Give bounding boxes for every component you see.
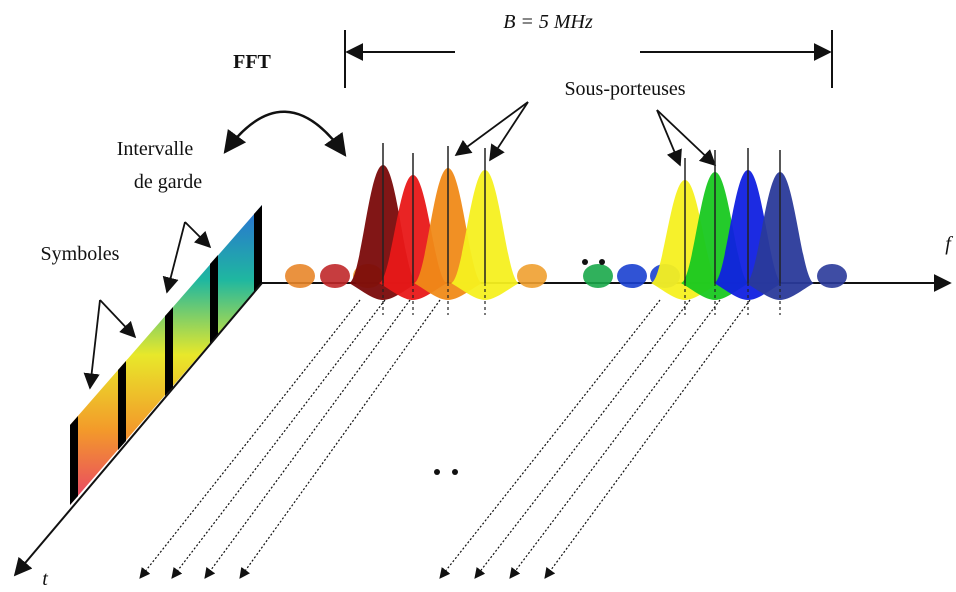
spectrum-shape <box>817 264 847 288</box>
time-axis <box>13 282 263 577</box>
fft-arrow <box>223 110 347 157</box>
ellipsis-dots <box>434 259 605 475</box>
spectrum-shape <box>517 264 547 288</box>
symbol-arrows <box>139 299 751 579</box>
time-axis-label: t <box>42 568 48 590</box>
spectrum-shape <box>617 264 647 288</box>
fft-label: FFT <box>233 51 271 73</box>
bandwidth-arrow <box>344 30 833 88</box>
symbols-label: Symboles <box>41 243 120 265</box>
subcarriers-label: Sous-porteuses <box>564 78 685 100</box>
subcarrier-spectra <box>285 143 847 315</box>
label-arrows <box>83 221 212 390</box>
spectrum-shape <box>583 264 613 288</box>
guard-interval-label: Intervalle <box>117 138 194 160</box>
bandwidth-label: B = 5 MHz <box>503 11 593 33</box>
spectrum-shape <box>320 264 350 288</box>
guard-bars <box>70 205 262 505</box>
guard-interval-label: de garde <box>134 171 202 193</box>
subcarrier-arrows <box>454 101 717 167</box>
frequency-axis-label: f <box>945 233 953 255</box>
spectrum-shape <box>285 264 315 288</box>
